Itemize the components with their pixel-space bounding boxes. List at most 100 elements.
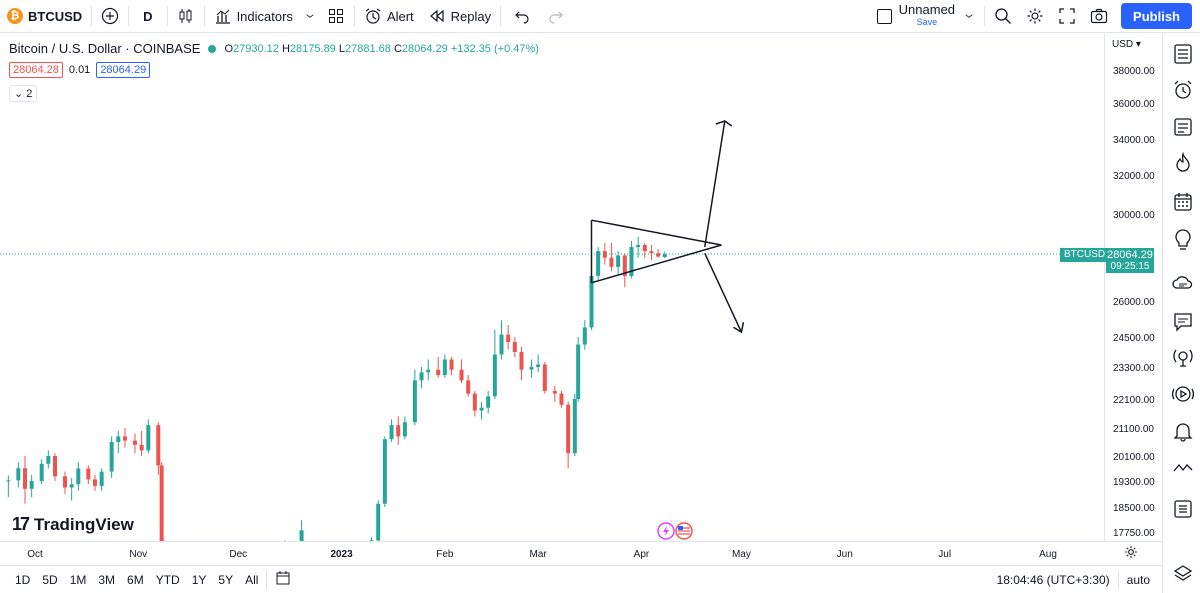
play-stream-icon[interactable]	[1172, 383, 1194, 405]
replay-button[interactable]: Replay	[421, 0, 498, 33]
alarm-clock-icon[interactable]	[1172, 79, 1194, 101]
broadcast-icon[interactable]	[1172, 346, 1194, 368]
fullscreen-button[interactable]	[1051, 0, 1083, 33]
candle	[92, 474, 97, 491]
time-tick-label: Oct	[27, 549, 43, 560]
interval-button[interactable]: D	[143, 8, 153, 24]
currency-selector[interactable]: USD ▾	[1112, 39, 1141, 50]
events-flags[interactable]	[657, 521, 695, 541]
range-button-ytd[interactable]: YTD	[155, 572, 180, 587]
hotlist-fire-icon[interactable]	[1172, 152, 1194, 174]
calendar-grid-icon[interactable]	[1172, 191, 1194, 213]
chat-cloud-icon[interactable]	[1172, 273, 1194, 295]
range-button-5d[interactable]: 5D	[42, 572, 58, 587]
publish-button[interactable]: Publish	[1121, 3, 1192, 29]
time-axis-labels: Oct Nov Dec 2023 Feb Mar Apr May Jun Jul Aug	[27, 549, 1057, 560]
time-tick-label: May	[732, 549, 751, 560]
bitcoin-icon: ₿	[7, 8, 23, 24]
watchlist-icon[interactable]	[1172, 43, 1194, 65]
layout-save-label[interactable]: Save	[916, 17, 938, 27]
candle	[426, 359, 431, 381]
right-sidebar	[1162, 33, 1200, 593]
data-window-icon[interactable]	[1172, 116, 1194, 138]
range-button-5y[interactable]: 5Y	[218, 572, 234, 587]
layout-name: Unnamed Save	[899, 3, 955, 28]
auto-scale-button[interactable]: auto	[1126, 572, 1150, 587]
chart-type-button[interactable]	[170, 0, 202, 33]
divider	[128, 6, 130, 26]
time-axis[interactable]: Oct Nov Dec 2023 Feb Mar Apr May Jun Jul Aug	[0, 541, 1162, 565]
pine-editor-icon[interactable]	[1172, 498, 1194, 520]
candle	[139, 430, 144, 456]
templates-button[interactable]	[320, 0, 352, 33]
range-button-6m[interactable]: 6M	[127, 572, 144, 587]
bell-icon[interactable]	[1172, 420, 1194, 442]
range-button-1d[interactable]: 1D	[15, 572, 31, 587]
layers-icon[interactable]	[1172, 563, 1194, 585]
time-tick-label: Nov	[129, 549, 147, 560]
redo-button[interactable]	[541, 0, 571, 33]
candle	[566, 401, 571, 469]
clock-display[interactable]: 18:04:46 (UTC+3:30)	[996, 572, 1110, 587]
axis-settings-button[interactable]	[1124, 545, 1138, 562]
candle	[396, 416, 401, 445]
breakdown-down-arrow[interactable]	[704, 252, 745, 334]
open-value: 27930.12	[233, 42, 279, 55]
indicators-icon	[215, 9, 230, 24]
price-tick-label: 19300.00	[1113, 477, 1155, 488]
goto-date-button[interactable]	[269, 570, 297, 589]
trend-wave-icon[interactable]	[1172, 457, 1194, 479]
indicators-button[interactable]: Indicators	[207, 0, 300, 33]
candle	[132, 433, 137, 454]
indicators-label: Indicators	[236, 8, 293, 24]
currency-label: USD	[1112, 39, 1134, 50]
breakout-up-arrow[interactable]	[704, 120, 733, 248]
candle	[146, 419, 151, 454]
range-button-all[interactable]: All	[245, 572, 259, 587]
candle	[86, 465, 91, 485]
divider	[984, 6, 986, 26]
ohlc-values: O27930.12 H28175.89 L27881.68 C28064.29 …	[224, 42, 539, 55]
price-axis[interactable]: 38000.00 36000.00 34000.00 32000.00 30000.00…	[1104, 34, 1162, 541]
quick-search-button[interactable]	[987, 0, 1019, 33]
layout-checkbox[interactable]	[876, 8, 892, 24]
symbol-price-label: BTCUSD	[1060, 248, 1110, 262]
price-tick-label: 23300.00	[1113, 363, 1155, 374]
candle	[62, 471, 67, 494]
price-tick-label: 17750.00	[1113, 528, 1155, 539]
price-tick-label: 20100.00	[1113, 452, 1155, 463]
close-value: 28064.29	[401, 42, 448, 55]
sell-price-box[interactable]: 28064.28	[9, 62, 63, 78]
candle	[419, 367, 424, 389]
price-tick-label: 24500.00	[1113, 333, 1155, 344]
price-tick-label: 32000.00	[1113, 171, 1155, 182]
divider	[203, 6, 205, 26]
undo-button[interactable]	[503, 0, 541, 33]
price-tick-label: 18500.00	[1113, 503, 1155, 514]
snapshot-button[interactable]	[1083, 0, 1115, 33]
replay-label: Replay	[450, 8, 492, 24]
symbol-search[interactable]: ₿ BTCUSD	[0, 0, 89, 33]
lightbulb-icon[interactable]	[1172, 229, 1194, 251]
range-button-1m[interactable]: 1M	[69, 572, 87, 587]
candle	[369, 537, 374, 541]
price-axis-labels: 38000.00 36000.00 34000.00 32000.00 30000.00…	[1113, 66, 1155, 539]
indicators-dropdown[interactable]	[300, 0, 320, 33]
triangle-drawing[interactable]	[590, 120, 745, 334]
settings-button[interactable]	[1019, 0, 1051, 33]
price-chart[interactable]	[0, 34, 1104, 541]
candle	[376, 500, 381, 541]
range-button-1y[interactable]: 1Y	[191, 572, 207, 587]
divider	[353, 6, 355, 26]
price-tick-label: 22100.00	[1113, 395, 1155, 406]
symbol-title[interactable]: Bitcoin / U.S. Dollar · COINBASE	[9, 41, 201, 56]
compare-button[interactable]	[94, 0, 126, 33]
candle	[662, 251, 667, 259]
messages-icon[interactable]	[1172, 311, 1194, 333]
alert-button[interactable]: Alert	[357, 0, 421, 33]
indicators-toggle[interactable]: ⌄ 2	[9, 85, 38, 102]
candle	[492, 329, 497, 399]
layout-name-button[interactable]: Unnamed Save	[870, 0, 982, 33]
range-button-3m[interactable]: 3M	[98, 572, 116, 587]
buy-price-box[interactable]: 28064.29	[96, 62, 151, 78]
